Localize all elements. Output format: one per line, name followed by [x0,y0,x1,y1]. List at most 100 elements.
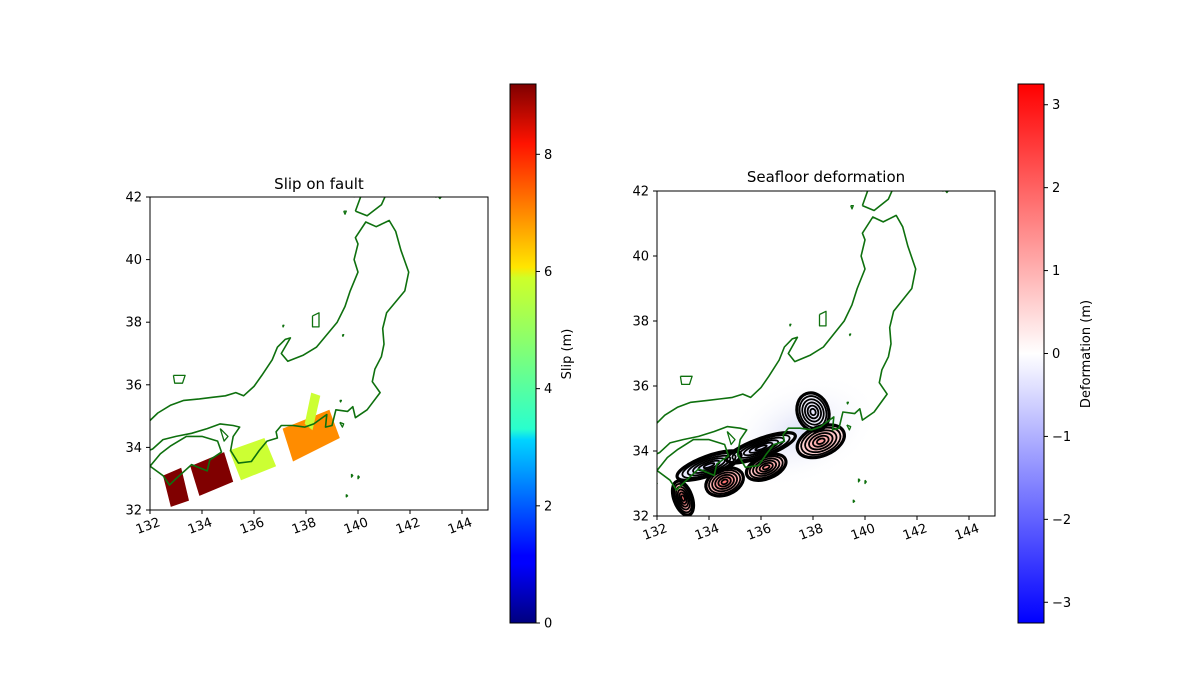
subfault-patch [163,467,189,507]
deformation-contour [801,398,825,426]
deformation-y-ticks: 32 34 36 38 40 42 [632,185,657,525]
deformation-contour [680,494,686,502]
x-tick-label: 138 [290,515,318,538]
deformation-colorbar-gradient [1017,83,1045,624]
x-tick-label: 134 [186,515,214,538]
y-tick-label: 32 [125,504,142,519]
x-tick-label: 138 [797,521,825,544]
coastline-segment [848,333,852,337]
deformation-contour [673,482,693,514]
colorbar-tick-label: 8 [544,148,552,163]
slip-colorbar-gradient [509,83,537,624]
x-tick-label: 142 [901,521,929,544]
coastline-segment [850,204,854,210]
deformation-coastline [587,191,949,503]
coastline-segment [80,426,84,440]
coastline-segment [852,499,856,503]
deformation-contour [702,462,716,469]
deformation-contour [692,457,726,474]
colorbar-tick-label: 6 [544,265,552,280]
coastline-segment [864,479,867,485]
x-tick-label: 132 [134,515,162,538]
coastline-segment [354,197,438,217]
coastline-segment [150,435,223,486]
deformation-contour [670,479,696,516]
deformation-contour [754,444,768,452]
y-tick-label: 40 [125,253,142,268]
colorbar-tick-label: 0 [544,617,552,632]
deformation-contour [808,432,834,451]
deformation-contour [815,437,826,445]
slip-x-ticks: 132 134 136 138 140 142 144 [134,510,474,538]
slip-colorbar-label: Slip (m) [560,329,575,380]
deformation-contour [809,407,817,417]
x-tick-label: 144 [953,521,981,544]
deformation-contour [676,488,690,508]
slip-colorbar-ticks: 0 2 4 6 8 [536,148,552,632]
coastline-segment [350,473,354,478]
coastline-segment [311,312,320,328]
coastline-segment [679,375,693,386]
colorbar-tick-label: 0 [1052,347,1060,362]
x-tick-label: 142 [394,515,422,538]
deformation-contour [704,466,745,498]
y-tick-label: 38 [632,315,649,330]
coastline-segment [357,475,360,480]
y-tick-label: 40 [632,250,649,265]
coastline-segment [861,191,945,212]
x-tick-label: 136 [745,521,773,544]
deformation-contour [806,404,820,420]
colorbar-tick-label: −1 [1052,430,1071,445]
deformation-contours [670,391,846,516]
x-tick-label: 144 [446,515,474,538]
coastline-segment [945,191,949,194]
coastline-segment [846,424,852,431]
colorbar-tick-label: −2 [1052,513,1071,528]
colorbar-tick-label: 2 [544,499,552,514]
deformation-contour [812,434,830,448]
deformation-contour [742,439,780,457]
deformation-contour [755,459,777,475]
deformation-contour [708,469,742,495]
coastline-segment [219,428,229,442]
coastline-segment [438,197,442,200]
slip-subfaults [163,392,340,507]
y-tick-label: 34 [632,445,649,460]
coastline-segment [726,431,736,446]
coastline-segment [657,214,917,469]
deformation-fill [703,463,715,469]
deformation-contour [752,457,781,477]
coastline-segment [150,219,410,464]
deformation-contour [711,471,738,493]
slip-colorbar: 0 2 4 6 8 Slip (m) [509,83,575,632]
x-tick-label: 136 [238,515,266,538]
deformation-contour [795,423,846,460]
coastline-segment [339,421,345,428]
coastline-segment [339,399,343,403]
coastline-segment [345,493,349,498]
deformation-x-ticks: 132 134 136 138 140 142 144 [641,516,981,544]
deformation-contour [714,473,735,490]
slip-chart-title: Slip on fault [274,175,364,193]
coastline-segment [657,438,730,491]
subfault-patch [190,452,234,496]
deformation-contour [762,464,771,471]
x-tick-label: 132 [641,521,669,544]
coastline-segment [172,374,186,384]
coastline-segment [587,428,591,443]
deformation-fill [755,445,767,451]
deformation-chart-title: Seafloor deformation [747,168,905,186]
coastline-segment [788,323,792,327]
deformation-contour [748,441,774,454]
coastline-segment [818,310,827,327]
coastline-segment [846,401,850,405]
slip-axes-frame [149,196,489,511]
deformation-contour [758,461,774,473]
deformation-colorbar-label: Deformation (m) [1079,300,1094,408]
slip-y-ticks: 32 34 36 38 40 42 [125,191,150,519]
deformation-colorbar-ticks: 3 2 1 0 −1 −2 −3 [1044,98,1071,611]
coastline-segment [857,478,861,483]
y-tick-label: 38 [125,316,142,331]
x-tick-label: 134 [693,521,721,544]
